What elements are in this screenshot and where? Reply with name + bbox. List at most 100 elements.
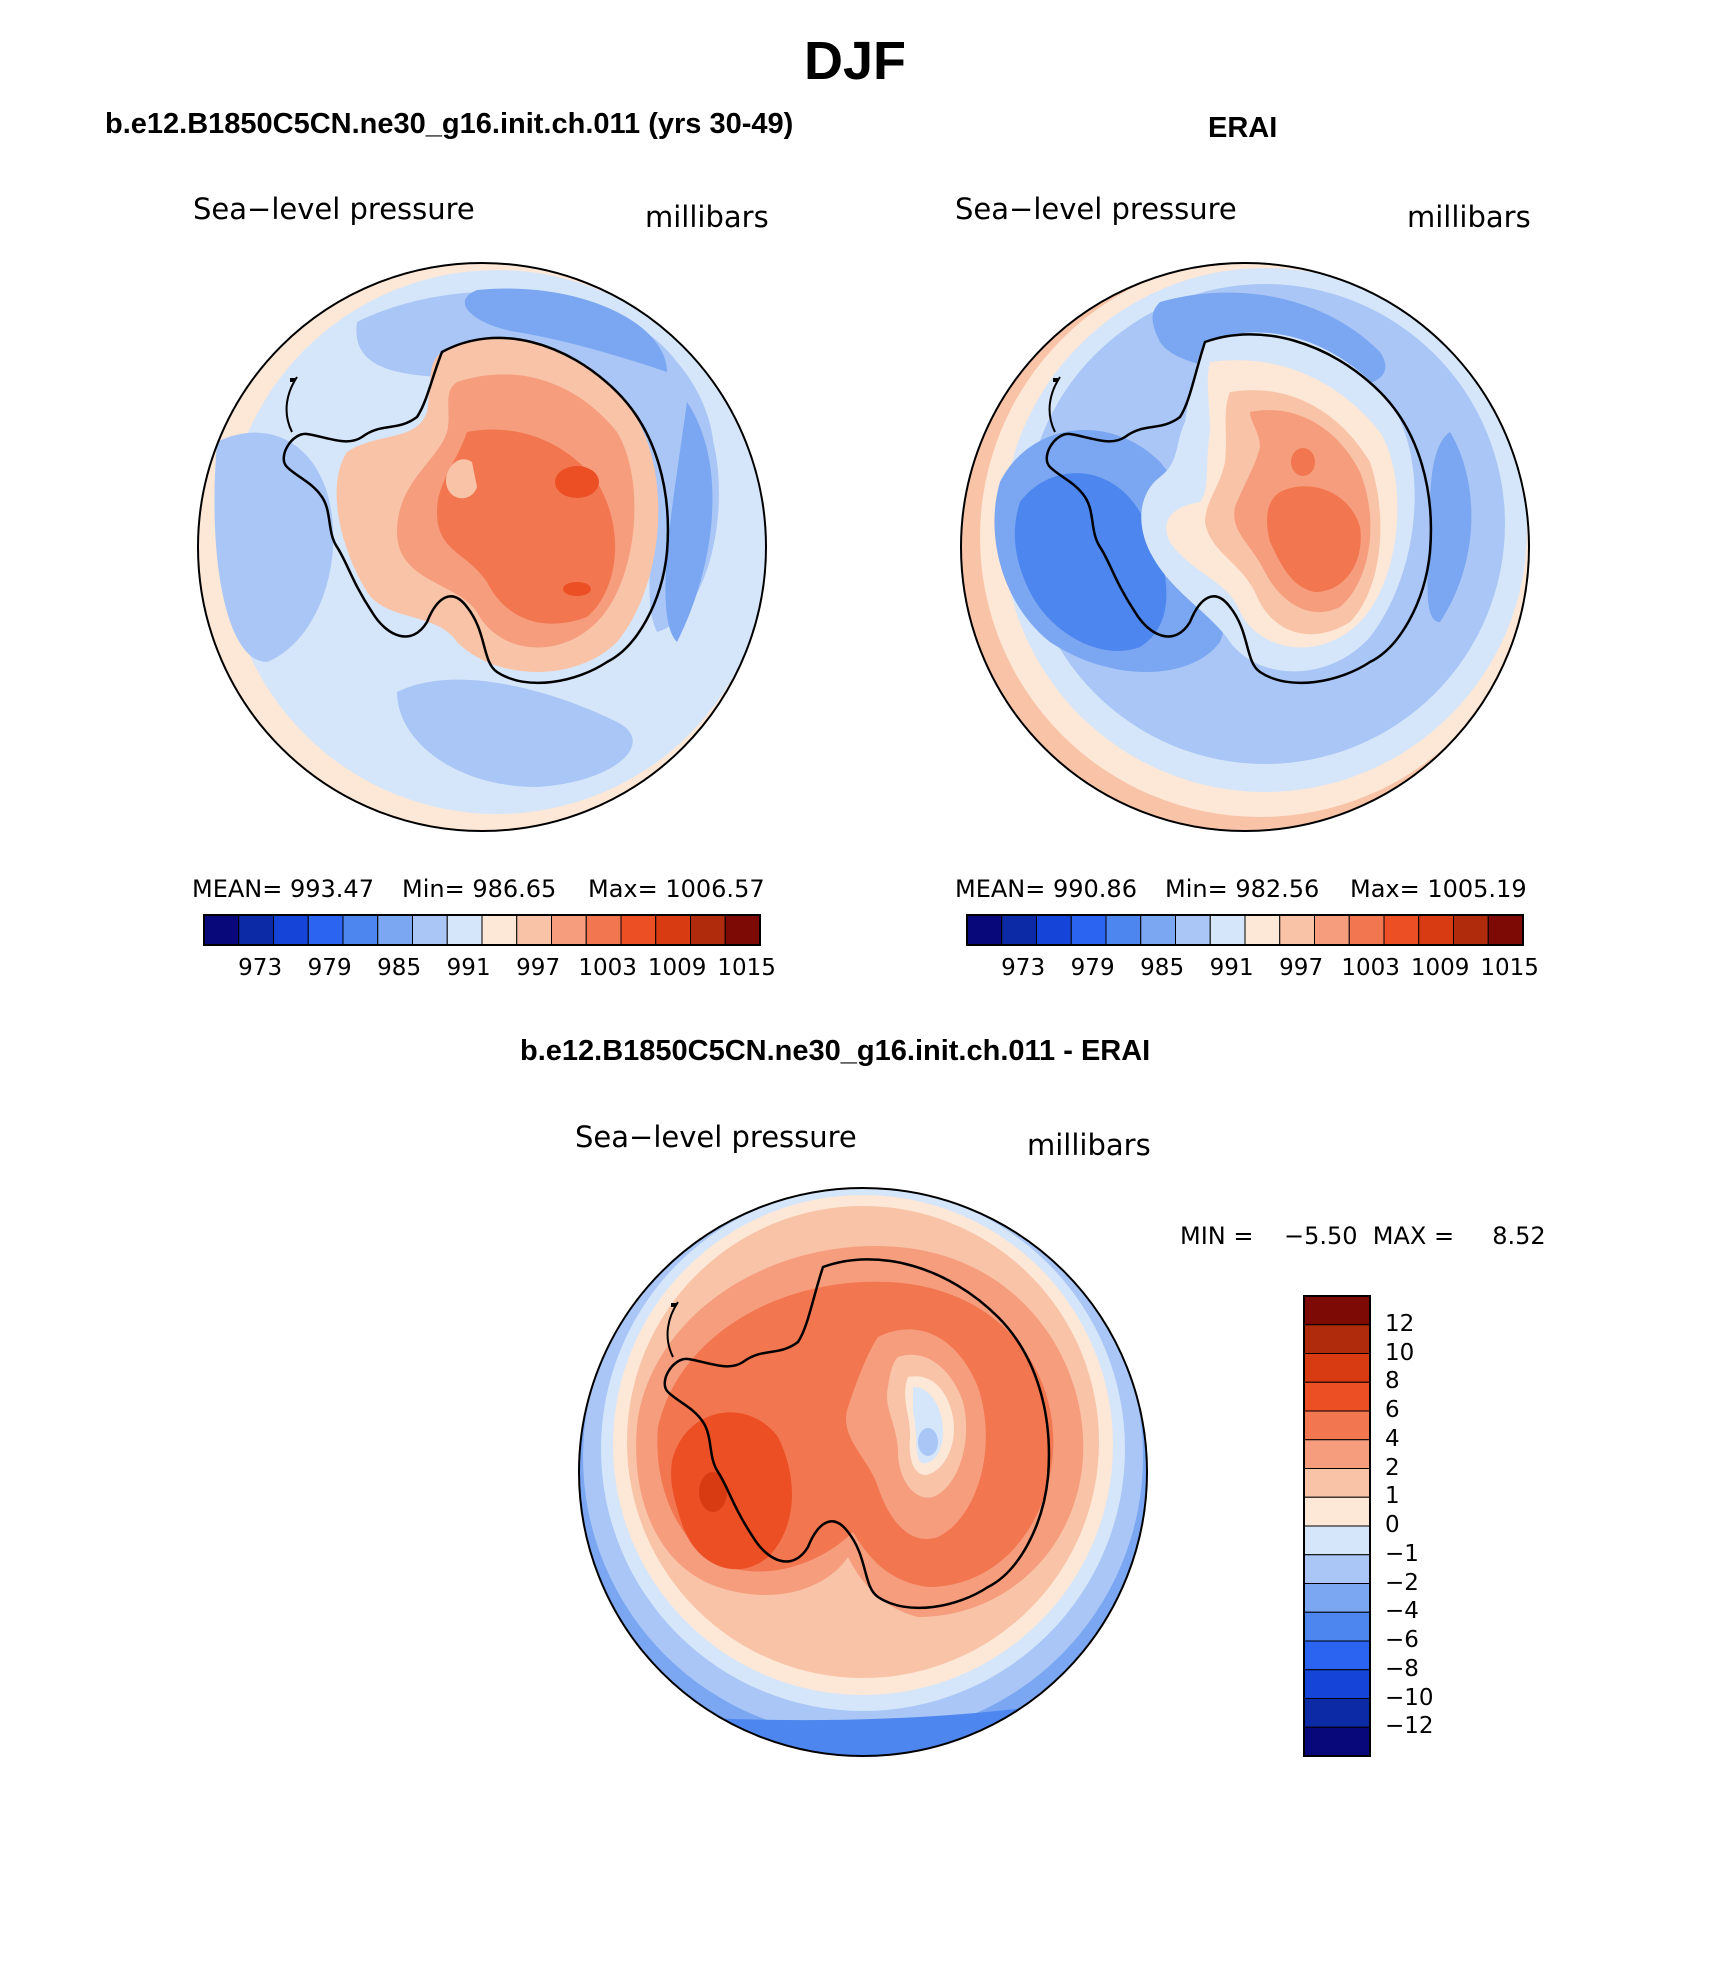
colorbar-obs-tick-label: 985 xyxy=(1140,955,1185,981)
colorbar-model-swatch xyxy=(655,914,691,946)
colorbar-model-swatch xyxy=(203,914,240,946)
map-diff-contour-m2b xyxy=(918,1428,938,1456)
colorbar-obs-swatch xyxy=(1453,914,1489,946)
colorbar-diff-swatch xyxy=(1303,1583,1371,1613)
panel-obs-units-label: millibars xyxy=(1407,200,1531,234)
colorbar-obs-tick-label: 1015 xyxy=(1480,955,1539,981)
panel-obs-mean: MEAN= 990.86 xyxy=(955,875,1137,903)
map-obs-contour-979c xyxy=(1427,432,1472,622)
map-model xyxy=(197,262,767,832)
colorbar-model-tick-label: 1003 xyxy=(578,955,637,981)
colorbar-diff-swatch xyxy=(1303,1496,1371,1527)
map-model-max-core xyxy=(563,582,591,596)
colorbar-obs-swatch xyxy=(1244,914,1281,946)
colorbar-obs-swatch xyxy=(1279,914,1315,946)
colorbar-diff-tick-label: 8 xyxy=(1385,1368,1400,1395)
colorbar-obs-tick-label: 997 xyxy=(1279,955,1324,981)
map-diff-coastline xyxy=(663,1258,1051,1610)
map-diff-frame xyxy=(578,1187,1148,1757)
colorbar-obs-swatch xyxy=(1487,914,1524,946)
colorbar-model xyxy=(203,914,761,946)
map-model-contour-985c xyxy=(214,432,334,662)
map-diff xyxy=(578,1187,1148,1757)
colorbar-diff-tick-label: 6 xyxy=(1385,1397,1400,1423)
panel-obs-min: Min= 982.56 xyxy=(1165,875,1320,903)
colorbar-obs-tick-label: 991 xyxy=(1209,955,1254,981)
map-diff-contour-6 xyxy=(671,1412,792,1570)
colorbar-obs-tick-label: 973 xyxy=(1001,955,1046,981)
colorbar-model-frame xyxy=(203,914,761,946)
colorbar-diff-tick-label: 10 xyxy=(1385,1339,1415,1366)
colorbar-model-swatch xyxy=(724,914,761,946)
colorbar-diff-swatch xyxy=(1303,1468,1371,1498)
map-model-notch xyxy=(446,459,477,499)
colorbar-diff-swatch xyxy=(1303,1554,1371,1584)
colorbar-obs-swatch xyxy=(1383,914,1420,946)
colorbar-diff-tick-label: −10 xyxy=(1385,1684,1434,1711)
map-diff-contour-8 xyxy=(699,1472,727,1512)
colorbar-obs-tick-label: 1003 xyxy=(1341,955,1400,981)
map-model-max-core2 xyxy=(555,466,599,498)
colorbar-diff-swatch xyxy=(1303,1353,1371,1383)
colorbar-diff-tick-label: 4 xyxy=(1385,1425,1400,1452)
map-obs xyxy=(960,262,1530,832)
colorbar-obs-swatch xyxy=(1418,914,1454,946)
colorbar-diff-swatch xyxy=(1303,1640,1371,1671)
colorbar-model-swatch xyxy=(412,914,448,946)
colorbar-obs-swatch xyxy=(1314,914,1350,946)
colorbar-diff-swatch xyxy=(1303,1611,1371,1642)
colorbar-model-tick-label: 991 xyxy=(446,955,491,981)
figure-title: DJF xyxy=(803,31,906,91)
colorbar-obs-tick-label: 979 xyxy=(1070,955,1115,981)
panel-model-mean: MEAN= 993.47 xyxy=(192,875,374,903)
colorbar-diff-tick-label: −2 xyxy=(1385,1569,1419,1596)
colorbar-obs-swatch xyxy=(1140,914,1176,946)
colorbar-diff-tick-label: 1 xyxy=(1385,1483,1400,1510)
map-model-contour-985d xyxy=(397,679,633,787)
map-obs-frame xyxy=(960,262,1530,832)
colorbar-model-swatch xyxy=(446,914,483,946)
colorbar-diff-tick-label: −1 xyxy=(1385,1540,1419,1567)
colorbar-diff-tick-label: −8 xyxy=(1385,1655,1419,1682)
colorbar-diff-swatch xyxy=(1303,1410,1371,1441)
colorbar-diff-swatch xyxy=(1303,1324,1371,1354)
colorbar-obs-swatch xyxy=(1070,914,1107,946)
colorbar-model-swatch xyxy=(273,914,309,946)
colorbar-diff xyxy=(1303,1295,1371,1757)
panel-model-units-label: millibars xyxy=(645,200,769,234)
map-model-contour-979b xyxy=(665,402,713,642)
colorbar-model-swatch xyxy=(516,914,552,946)
panel-model-min: Min= 986.65 xyxy=(402,875,557,903)
colorbar-diff-ticks: 12 10 8 6 4 2 1 0 −1 −2 −4 −6 −8 −10 −12 xyxy=(1385,1296,1485,1756)
panel-diff-minmax: MIN = −5.50 MAX = 8.52 xyxy=(1180,1222,1546,1250)
panel-obs-variable-label: Sea−level pressure xyxy=(955,192,1237,226)
colorbar-model-swatch xyxy=(307,914,344,946)
map-diff-island xyxy=(671,1303,676,1307)
colorbar-diff-swatch xyxy=(1303,1295,1371,1326)
colorbar-obs-frame xyxy=(966,914,1524,946)
map-obs-contour-973 xyxy=(1014,473,1167,651)
map-obs-max-core xyxy=(1291,448,1315,476)
panel-model-variable-label: Sea−level pressure xyxy=(193,192,475,226)
panel-diff-heading: b.e12.B1850C5CN.ne30_g16.init.ch.011 - E… xyxy=(520,1035,1151,1067)
colorbar-model-swatch xyxy=(238,914,274,946)
colorbar-model-tick-label: 997 xyxy=(516,955,561,981)
colorbar-obs-swatch xyxy=(1105,914,1142,946)
panel-obs-max: Max= 1005.19 xyxy=(1350,875,1527,903)
colorbar-diff-swatch xyxy=(1303,1726,1371,1757)
colorbar-diff-swatch xyxy=(1303,1698,1371,1728)
colorbar-obs-swatch xyxy=(966,914,1003,946)
colorbar-diff-tick-label: 0 xyxy=(1385,1512,1400,1538)
colorbar-model-tick-label: 973 xyxy=(238,955,283,981)
colorbar-obs-ticks: 973 979 985 991 997 1003 1009 1015 xyxy=(967,955,1539,985)
colorbar-diff-swatch xyxy=(1303,1669,1371,1699)
colorbar-model-tick-label: 1015 xyxy=(717,955,776,981)
colorbar-model-swatch xyxy=(377,914,413,946)
colorbar-model-swatch xyxy=(585,914,622,946)
colorbar-obs xyxy=(966,914,1524,946)
colorbar-model-swatch xyxy=(690,914,726,946)
panel-diff-units-label: millibars xyxy=(1027,1128,1151,1162)
colorbar-model-swatch xyxy=(551,914,587,946)
map-model-island xyxy=(290,378,295,382)
colorbar-obs-tick-label: 1009 xyxy=(1410,955,1470,981)
